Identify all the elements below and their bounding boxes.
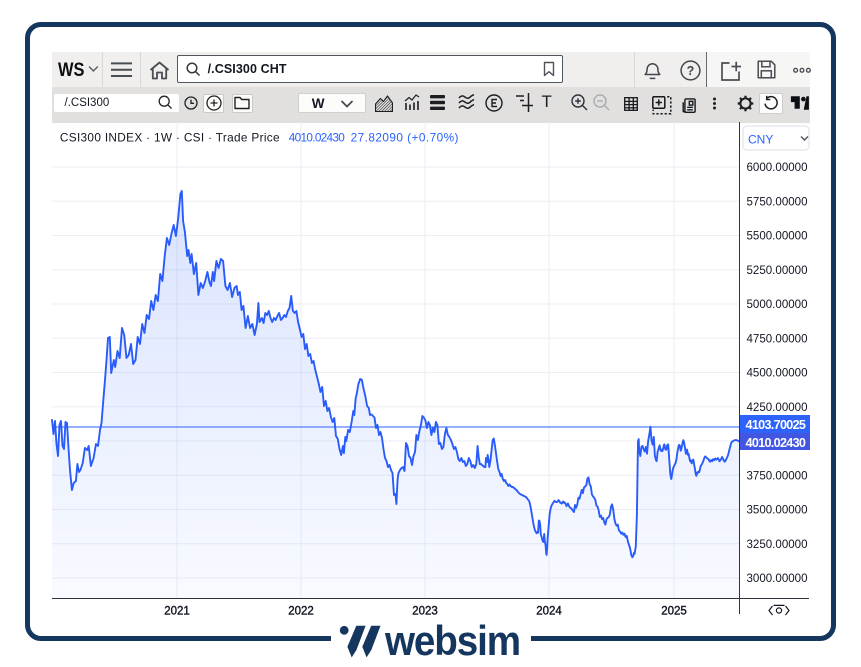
svg-text:2024: 2024 <box>536 606 562 618</box>
svg-text:4010.02430: 4010.02430 <box>746 436 806 450</box>
svg-text:4250.00000: 4250.00000 <box>747 400 808 414</box>
svg-text:2025: 2025 <box>661 606 687 618</box>
svg-text:2023: 2023 <box>412 606 438 618</box>
svg-text:3000.00000: 3000.00000 <box>747 571 808 585</box>
svg-text:27.82090 (+0.70%): 27.82090 (+0.70%) <box>351 131 459 145</box>
svg-text:5000.00000: 5000.00000 <box>747 297 808 311</box>
svg-text:CSI300 INDEX · 1W · CSI · Tra: CSI300 INDEX · 1W · CSI · Trade Price <box>60 131 280 145</box>
svg-text:CNY: CNY <box>748 133 773 147</box>
svg-text:4750.00000: 4750.00000 <box>747 331 808 345</box>
svg-text:3250.00000: 3250.00000 <box>747 537 808 551</box>
svg-text:5500.00000: 5500.00000 <box>747 229 808 243</box>
svg-text:4500.00000: 4500.00000 <box>747 366 808 380</box>
svg-text:?: ? <box>686 64 694 78</box>
svg-text:4010.02430: 4010.02430 <box>289 131 345 145</box>
svg-text:4103.70025: 4103.70025 <box>746 418 806 432</box>
svg-text:6000.00000: 6000.00000 <box>747 160 808 174</box>
svg-text:5250.00000: 5250.00000 <box>747 263 808 277</box>
svg-text:3750.00000: 3750.00000 <box>747 468 808 482</box>
svg-text:3500.00000: 3500.00000 <box>747 503 808 517</box>
svg-text:websim: websim <box>384 617 520 664</box>
svg-text:5750.00000: 5750.00000 <box>747 194 808 208</box>
svg-text:2021: 2021 <box>164 606 190 618</box>
svg-text:2022: 2022 <box>288 606 314 618</box>
